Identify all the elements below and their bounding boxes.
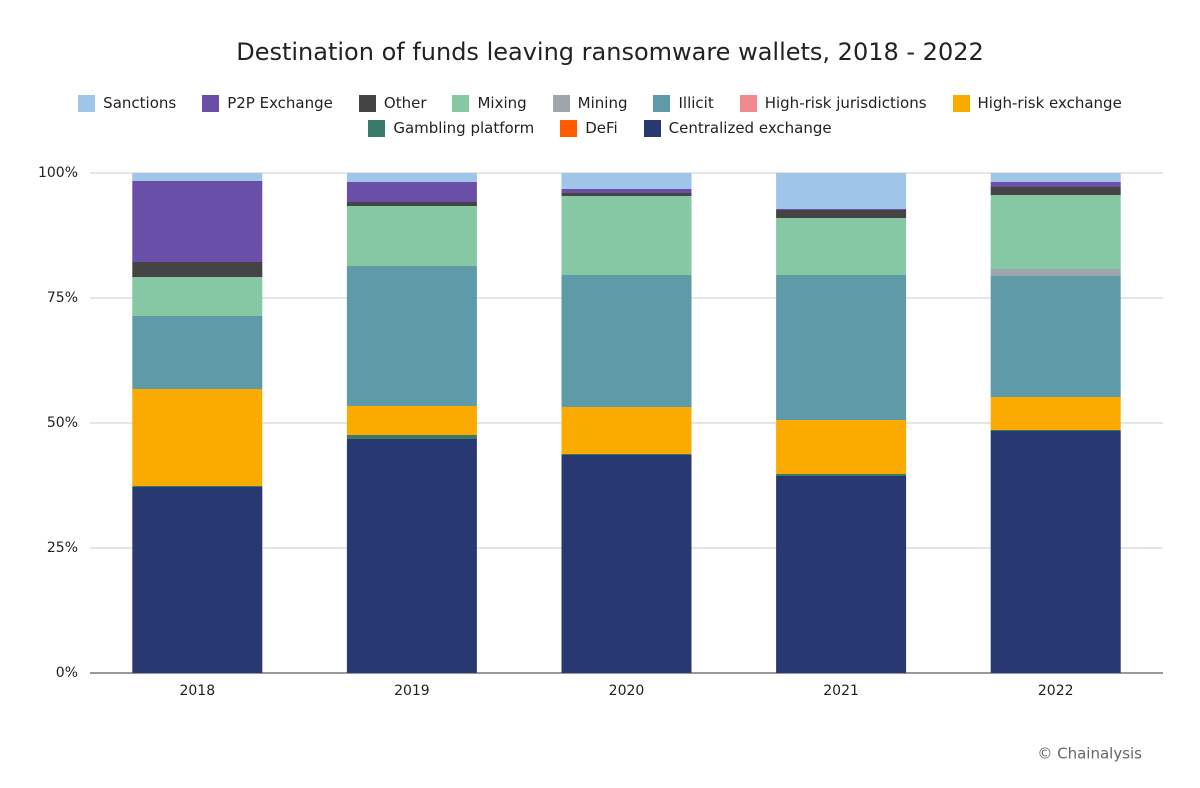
bar-segment [990, 276, 1121, 397]
bar-segment [990, 187, 1121, 195]
bar-segment [561, 275, 692, 407]
bar-segment [561, 455, 692, 673]
bar-segment [776, 173, 907, 209]
legend-swatch [452, 94, 470, 112]
bar-segment [776, 476, 907, 673]
legend: Sanctions P2P Exchange Other Mixing Mining Il… [0, 94, 1200, 112]
x-tick-label: 2018 [179, 683, 215, 699]
legend-item: Mixing [452, 94, 527, 112]
legend-swatch [202, 94, 220, 112]
bar-segment [561, 173, 692, 189]
legend-swatch [739, 94, 757, 112]
bar-segment [561, 407, 692, 454]
legend-swatch [552, 94, 570, 112]
legend-swatch [560, 119, 578, 137]
bar-segment [561, 196, 692, 275]
bar-segment [990, 430, 1121, 431]
bar-segment [132, 316, 263, 389]
legend-item: P2P Exchange [202, 94, 333, 112]
bar-segment [990, 182, 1121, 187]
legend-item: High-risk jurisdictions [739, 94, 927, 112]
bar-segment [990, 195, 1121, 269]
bar-segment [346, 182, 477, 202]
legend-item: Other [358, 94, 427, 112]
legend-item: Mining [552, 94, 628, 112]
y-tick-label: 25% [47, 540, 78, 556]
y-tick-label: 75% [47, 290, 78, 306]
bar-segment [776, 420, 907, 474]
bar-segment [561, 189, 692, 193]
y-tick-label: 100% [38, 165, 78, 181]
legend-item: High-risk exchange [952, 94, 1122, 112]
legend: Gambling platform DeFi Centralized exchang… [0, 119, 1200, 137]
x-tick-label: 2020 [609, 683, 645, 699]
legend-item: Illicit [653, 94, 714, 112]
legend-swatch [952, 94, 970, 112]
bar-segment [346, 202, 477, 206]
bar-segment [776, 210, 907, 218]
bar-segment [990, 397, 1121, 430]
legend-label: Other [383, 94, 427, 112]
bar-segment [990, 173, 1121, 182]
y-tick-label: 0% [56, 665, 78, 681]
bar-segment [346, 406, 477, 435]
legend-swatch [358, 94, 376, 112]
bar-segment [132, 262, 263, 277]
bar-segment [990, 431, 1121, 673]
legend-label: Centralized exchange [668, 119, 832, 137]
bar-segment [132, 173, 263, 181]
bar-segment [132, 181, 263, 262]
bar-segment [132, 389, 263, 486]
legend-label: Gambling platform [393, 119, 535, 137]
chart-title: Destination of funds leaving ransomware … [236, 38, 984, 66]
legend-swatch [653, 94, 671, 112]
legend-swatch [368, 119, 386, 137]
bar-segment [776, 209, 907, 210]
bar-segment [561, 454, 692, 455]
bar-segment [990, 269, 1121, 276]
legend-label: Illicit [678, 94, 714, 112]
legend-label: High-risk exchange [977, 94, 1122, 112]
bar-segment [346, 435, 477, 439]
bar-segment [346, 439, 477, 673]
legend-item: Gambling platform [368, 119, 534, 137]
legend-label: Mixing [477, 94, 527, 112]
y-tick-label: 50% [47, 415, 78, 431]
x-tick-label: 2022 [1038, 683, 1074, 699]
x-tick-label: 2021 [823, 683, 859, 699]
bar-segment [776, 474, 907, 476]
bar-segment [132, 486, 263, 487]
bar-segment [346, 266, 477, 406]
bar-segment [346, 206, 477, 266]
legend-swatch [643, 119, 661, 137]
legend-swatch [78, 94, 96, 112]
legend-item: DeFi [560, 119, 618, 137]
bar-segment [132, 277, 263, 316]
legend-label: Mining [577, 94, 628, 112]
bar-segment [776, 218, 907, 275]
bar-segment [132, 487, 263, 673]
x-tick-label: 2019 [394, 683, 430, 699]
bar-segment [561, 193, 692, 196]
bar-segment [776, 275, 907, 420]
legend-label: P2P Exchange [227, 94, 333, 112]
bar-segment [346, 173, 477, 182]
legend-label: High-risk jurisdictions [764, 94, 927, 112]
credit: © Chainalysis [1037, 745, 1142, 763]
legend-label: Sanctions [103, 94, 177, 112]
legend-label: DeFi [585, 119, 618, 137]
legend-item: Sanctions [78, 94, 176, 112]
legend-item: Centralized exchange [643, 119, 832, 137]
